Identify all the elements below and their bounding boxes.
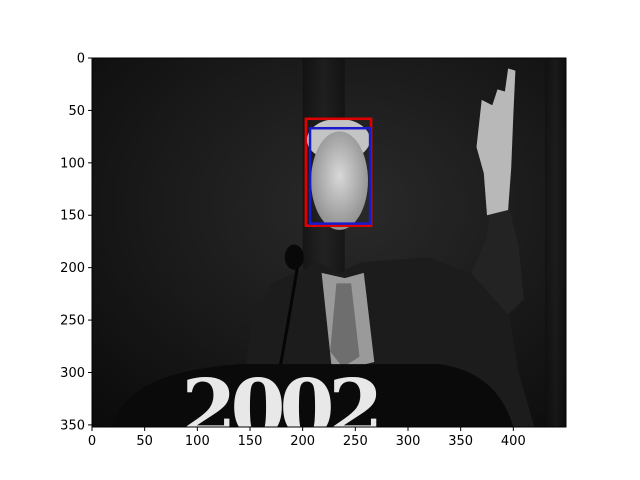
y-tick-label: 100 bbox=[60, 156, 85, 171]
bounding-box-2 bbox=[308, 126, 372, 225]
x-tick-label: 350 bbox=[448, 434, 473, 449]
x-tick-label: 0 bbox=[88, 434, 96, 449]
x-tick-label: 300 bbox=[396, 434, 421, 449]
x-tick-label: 200 bbox=[290, 434, 315, 449]
x-tick-label: 400 bbox=[501, 434, 526, 449]
y-tick-label: 300 bbox=[60, 366, 85, 381]
microphone bbox=[284, 244, 304, 270]
x-tick-label: 250 bbox=[343, 434, 368, 449]
x-axis-ticks: 0 50 100 150 200 250 300 350 400 bbox=[88, 427, 526, 449]
y-tick-label: 350 bbox=[60, 418, 85, 433]
y-axis-ticks: 0 50 100 150 200 250 300 350 bbox=[60, 52, 92, 433]
raised-hand bbox=[476, 68, 516, 216]
x-tick-label: 50 bbox=[136, 434, 153, 449]
y-tick-label: 0 bbox=[77, 52, 85, 67]
axes-frame bbox=[91, 57, 567, 428]
bounding-boxes bbox=[304, 117, 373, 227]
raised-arm bbox=[471, 202, 524, 315]
y-tick-label: 50 bbox=[68, 104, 85, 119]
y-tick-label: 150 bbox=[60, 209, 85, 224]
y-tick-label: 200 bbox=[60, 261, 85, 276]
podium-2002-text: 2002 bbox=[182, 361, 378, 454]
photo-content: 2002 bbox=[92, 58, 566, 454]
x-tick-label: 100 bbox=[185, 434, 210, 449]
tie bbox=[330, 283, 360, 368]
face bbox=[311, 131, 368, 230]
y-tick-label: 250 bbox=[60, 314, 85, 329]
x-tick-label: 150 bbox=[238, 434, 263, 449]
podium bbox=[113, 364, 514, 427]
